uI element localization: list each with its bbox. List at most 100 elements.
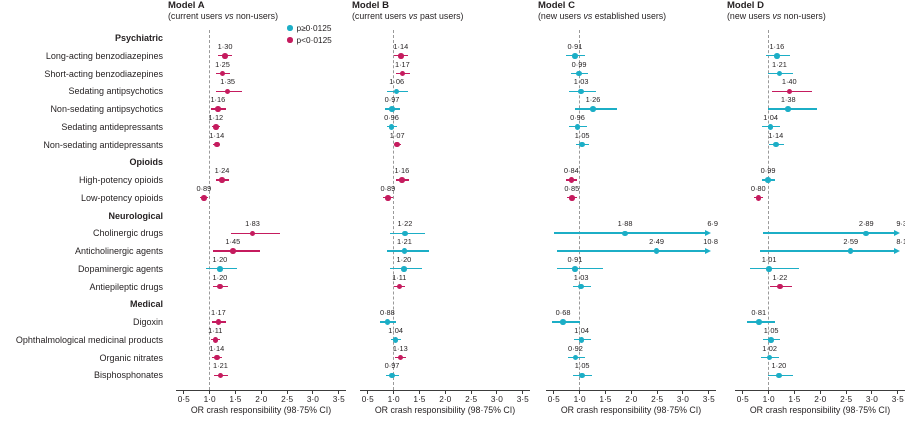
estimate-dot — [388, 124, 395, 130]
row-label: Digoxin — [132, 317, 163, 327]
estimate-dot — [572, 354, 579, 361]
estimate-dot — [392, 337, 399, 343]
estimate-dot — [212, 337, 219, 343]
row-label: Antiepileptic drugs — [89, 281, 163, 292]
estimate-dot — [572, 53, 578, 59]
estimate-value-label: 0·92 — [568, 343, 583, 353]
x-tick-label: 0·5 — [177, 394, 190, 404]
estimate-value-label: 1·88 — [617, 219, 633, 229]
x-tick-label: 2·5 — [651, 394, 664, 404]
estimate-value-label: 1·14 — [393, 41, 409, 51]
estimate-dot — [578, 283, 584, 290]
estimate-value-label: 1·20 — [771, 361, 787, 371]
estimate-dot — [755, 195, 761, 201]
estimate-value-label: 0·80 — [750, 183, 766, 193]
estimate-dot — [765, 177, 771, 183]
estimate-dot — [773, 141, 779, 148]
estimate-dot — [576, 70, 582, 77]
ci-upper-bound-label: 6·9 — [707, 219, 718, 229]
estimate-value-label: 1·22 — [397, 219, 413, 229]
x-tick-label: 3·0 — [865, 394, 878, 404]
panel-model-c: Model C (new users vs established users) 0… — [538, 0, 718, 424]
x-tick-label: 0·5 — [361, 394, 374, 404]
row-label: Sedating antipsychotics — [68, 86, 163, 97]
legend-item: p≥0·0125 — [287, 22, 332, 34]
ci-line — [212, 250, 261, 252]
estimate-value-label: 0·91 — [567, 254, 583, 264]
estimate-value-label: 1·05 — [574, 361, 590, 371]
x-axis-tick — [444, 391, 446, 394]
estimate-value-label: 0·84 — [563, 166, 579, 175]
x-tick-label: 1·0 — [387, 394, 400, 404]
estimate-dot — [214, 354, 220, 361]
x-tick-label: 2·5 — [281, 394, 294, 404]
x-axis-tick — [367, 391, 369, 394]
estimate-value-label: 0·97 — [384, 361, 400, 371]
estimate-dot — [578, 337, 585, 343]
x-tick-label: 1·0 — [762, 394, 775, 404]
x-tick-label: 3·0 — [676, 394, 689, 404]
x-tick-label: 3·5 — [332, 394, 345, 404]
row-group-label: Opioids — [129, 157, 164, 168]
x-axis-tick — [209, 391, 211, 394]
estimate-dot — [574, 124, 581, 130]
row-label: Cholinergic drugs — [92, 228, 163, 239]
estimate-value-label: 0·89 — [380, 183, 396, 193]
x-tick-label: 1·5 — [788, 394, 801, 404]
x-tick-label: 1·5 — [413, 394, 426, 404]
estimate-dot — [394, 141, 400, 148]
ci-line — [749, 268, 800, 270]
x-tick-label: 0·5 — [547, 394, 560, 404]
row-label: Bisphosphonates — [93, 370, 163, 381]
estimate-value-label: 2·49 — [649, 237, 664, 246]
estimate-dot — [230, 248, 236, 254]
ci-arrowhead-right-icon — [894, 247, 901, 254]
estimate-dot — [217, 372, 224, 378]
panel-title: Model D — [727, 0, 764, 11]
x-axis-tick — [845, 391, 847, 394]
x-tick-label: 2·0 — [439, 394, 452, 404]
estimate-value-label: 1·05 — [574, 130, 590, 140]
estimate-value-label: 1·04 — [763, 112, 779, 122]
x-axis-tick — [183, 391, 185, 394]
estimate-dot — [568, 177, 575, 183]
x-axis-tick — [742, 391, 744, 394]
ci-arrowhead-right-icon — [705, 229, 712, 236]
x-axis-tick — [260, 391, 262, 394]
x-tick-label: 2·5 — [840, 394, 853, 404]
reference-line — [768, 30, 770, 390]
estimate-value-label: 1·16 — [769, 41, 785, 51]
estimate-value-label: 1·16 — [394, 166, 410, 175]
estimate-value-label: 0·99 — [760, 166, 776, 175]
x-axis-tick — [522, 391, 524, 394]
panel-subtitle: (current users vs past users) — [352, 11, 464, 21]
row-label: Non-sedating antidepressants — [43, 139, 163, 150]
panel-subtitle: (new users vs non-users) — [727, 11, 826, 21]
estimate-dot — [560, 319, 566, 325]
x-tick-label: 3·5 — [702, 394, 715, 404]
ci-upper-bound-label: 10·8 — [703, 237, 718, 246]
estimate-dot — [201, 195, 207, 201]
x-tick-label: 3·5 — [891, 394, 904, 404]
estimate-value-label: 0·68 — [555, 308, 571, 317]
estimate-value-label: 1·06 — [389, 77, 405, 87]
estimate-value-label: 1·20 — [396, 254, 412, 264]
estimate-value-label: 1·25 — [215, 59, 230, 69]
ci-line — [554, 232, 707, 235]
estimate-dot — [389, 372, 395, 378]
x-axis — [546, 390, 716, 391]
estimate-value-label: 1·24 — [214, 166, 230, 175]
ci-line — [759, 250, 896, 252]
x-axis-tick — [496, 391, 498, 394]
estimate-value-label: 1·21 — [772, 59, 787, 69]
ci-line — [231, 232, 280, 234]
ci-upper-bound-label: 9·3 — [896, 219, 905, 229]
x-tick-label: 3·0 — [306, 394, 319, 404]
x-tick-label: 3·0 — [490, 394, 503, 404]
ci-line — [575, 108, 618, 110]
estimate-value-label: 1·05 — [763, 325, 779, 335]
estimate-dot — [215, 106, 221, 112]
ci-arrowhead-right-icon — [705, 247, 712, 254]
x-axis-tick — [234, 391, 236, 394]
estimate-value-label: 1·02 — [762, 343, 777, 353]
